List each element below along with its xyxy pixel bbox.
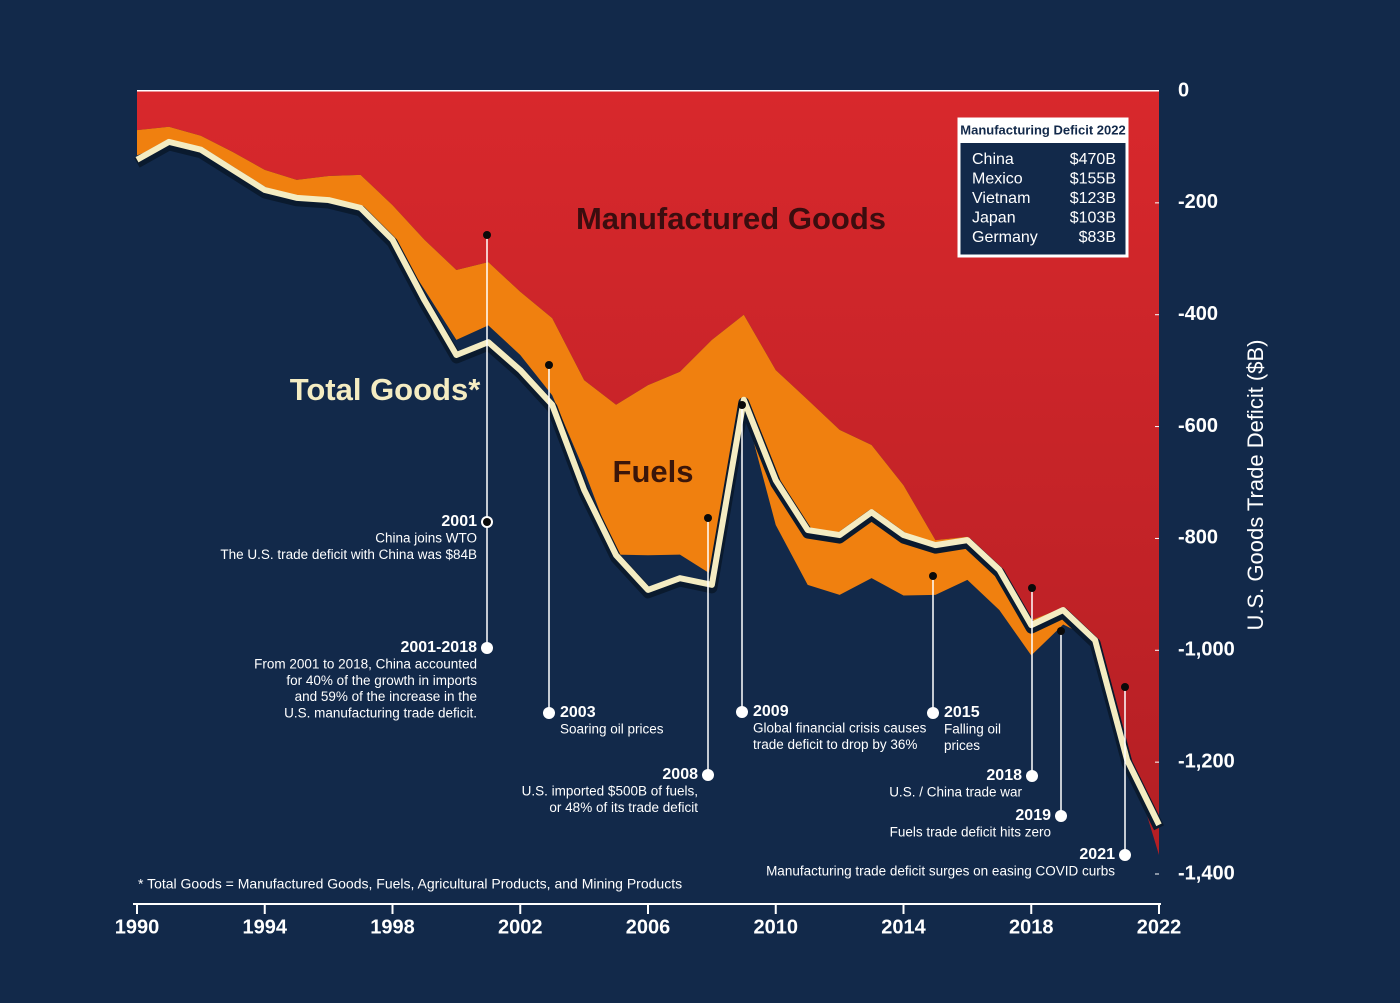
series-label: Manufactured Goods: [576, 201, 886, 236]
annotation-top-dot: [483, 231, 491, 239]
top-edge: [137, 90, 1159, 92]
annotation-top-dot: [483, 518, 491, 526]
annotation-text: or 48% of its trade deficit: [549, 800, 698, 815]
annotation-text: The U.S. trade deficit with China was $8…: [220, 547, 477, 562]
annotation-text: U.S. imported $500B of fuels,: [522, 784, 698, 799]
annotation-label: 2001-2018: [400, 639, 477, 656]
y-tick-label: 0: [1178, 79, 1189, 101]
annotation-top-dot: [1028, 584, 1036, 592]
inset-value: $155B: [1070, 171, 1116, 188]
inset-name: Vietnam: [972, 190, 1030, 207]
x-tick-label: 2006: [626, 916, 671, 938]
x-tick-label: 2002: [498, 916, 543, 938]
inset-name: China: [972, 151, 1014, 168]
annotation-top-dot: [1057, 627, 1065, 635]
annotation-top-dot: [738, 401, 746, 409]
series-label: Total Goods*: [290, 372, 482, 407]
y-axis-title: U.S. Goods Trade Deficit ($B): [1243, 340, 1268, 631]
annotation-dot: [543, 707, 555, 719]
x-tick-label: 1998: [370, 916, 415, 938]
annotation-top-dot: [929, 572, 937, 580]
annotation-label: 2003: [560, 704, 596, 721]
y-tick-label: -200: [1178, 191, 1218, 213]
x-tick-label: 2014: [881, 916, 926, 938]
plot-area: [134, 90, 1164, 855]
annotation-label: 2021: [1079, 846, 1115, 863]
inset-table: Manufacturing Deficit 2022 China $470B Mex…: [957, 117, 1129, 258]
x-tick-label: 2022: [1137, 916, 1182, 938]
annotation-label: 2001: [441, 513, 477, 530]
y-tick-label: -1,000: [1178, 639, 1235, 661]
inset-name: Germany: [972, 229, 1038, 246]
inset-value: $103B: [1070, 210, 1116, 227]
annotation-label: 2009: [753, 703, 789, 720]
x-tick-label: 2018: [1009, 916, 1054, 938]
manufactured-area: [137, 91, 1159, 855]
annotation-dot: [927, 707, 939, 719]
annotation-text: for 40% of the growth in imports: [286, 673, 477, 688]
inset-title: Manufacturing Deficit 2022: [960, 122, 1125, 137]
inset-rows: China $470B Mexico $155B Vietnam $123B Japan $1…: [972, 151, 1116, 246]
annotation-dot: [702, 769, 714, 781]
y-tick-label: -600: [1178, 415, 1218, 437]
annotation-label: 2015: [944, 704, 980, 721]
annotation-dot: [481, 642, 493, 654]
x-tick-label: 1990: [115, 916, 160, 938]
annotation-text: Soaring oil prices: [560, 722, 664, 737]
x-tick-label: 1994: [243, 916, 288, 938]
annotation-text: China joins WTO: [375, 531, 477, 546]
annotation-text: Fuels trade deficit hits zero: [890, 825, 1051, 840]
y-tick-label: -1,200: [1178, 750, 1235, 772]
annotation-top-dot: [704, 514, 712, 522]
footnote: * Total Goods = Manufactured Goods, Fuel…: [138, 876, 682, 892]
total-line: [135, 138, 1162, 827]
annotation-text: U.S. manufacturing trade deficit.: [284, 705, 477, 720]
inset-header: [959, 119, 1127, 143]
annotation-top-dot: [545, 361, 553, 369]
annotation-text: From 2001 to 2018, China accounted: [254, 657, 477, 672]
series-label: Fuels: [613, 454, 694, 489]
inset-name: Japan: [972, 210, 1016, 227]
y-tick-label: -1,400: [1178, 862, 1235, 884]
annotation-text: Falling oil: [944, 722, 1001, 737]
inset-value: $123B: [1070, 190, 1116, 207]
annotation-text: prices: [944, 738, 980, 753]
annotation-text: Manufacturing trade deficit surges on ea…: [766, 864, 1115, 879]
annotation-dot: [1026, 770, 1038, 782]
annotation-dot: [1055, 810, 1067, 822]
annotation-label: 2008: [662, 766, 698, 783]
x-tick-label: 2010: [754, 916, 799, 938]
y-tick-label: -400: [1178, 303, 1218, 325]
annotation-text: trade deficit to drop by 36%: [753, 737, 917, 752]
fuels-area: [137, 126, 1159, 855]
annotation-dot: [736, 706, 748, 718]
annotation-dot: [1119, 849, 1131, 861]
annotation-label: 2018: [986, 767, 1022, 784]
inset-name: Mexico: [972, 171, 1023, 188]
annotation-text: Global financial crisis causes: [753, 721, 927, 736]
inset-value: $83B: [1079, 229, 1116, 246]
annotation-text: and 59% of the increase in the: [295, 689, 477, 704]
annotation-label: 2019: [1015, 807, 1051, 824]
inset-value: $470B: [1070, 151, 1116, 168]
y-tick-label: -800: [1178, 527, 1218, 549]
annotation-text: U.S. / China trade war: [889, 785, 1022, 800]
annotation-top-dot: [1121, 683, 1129, 691]
